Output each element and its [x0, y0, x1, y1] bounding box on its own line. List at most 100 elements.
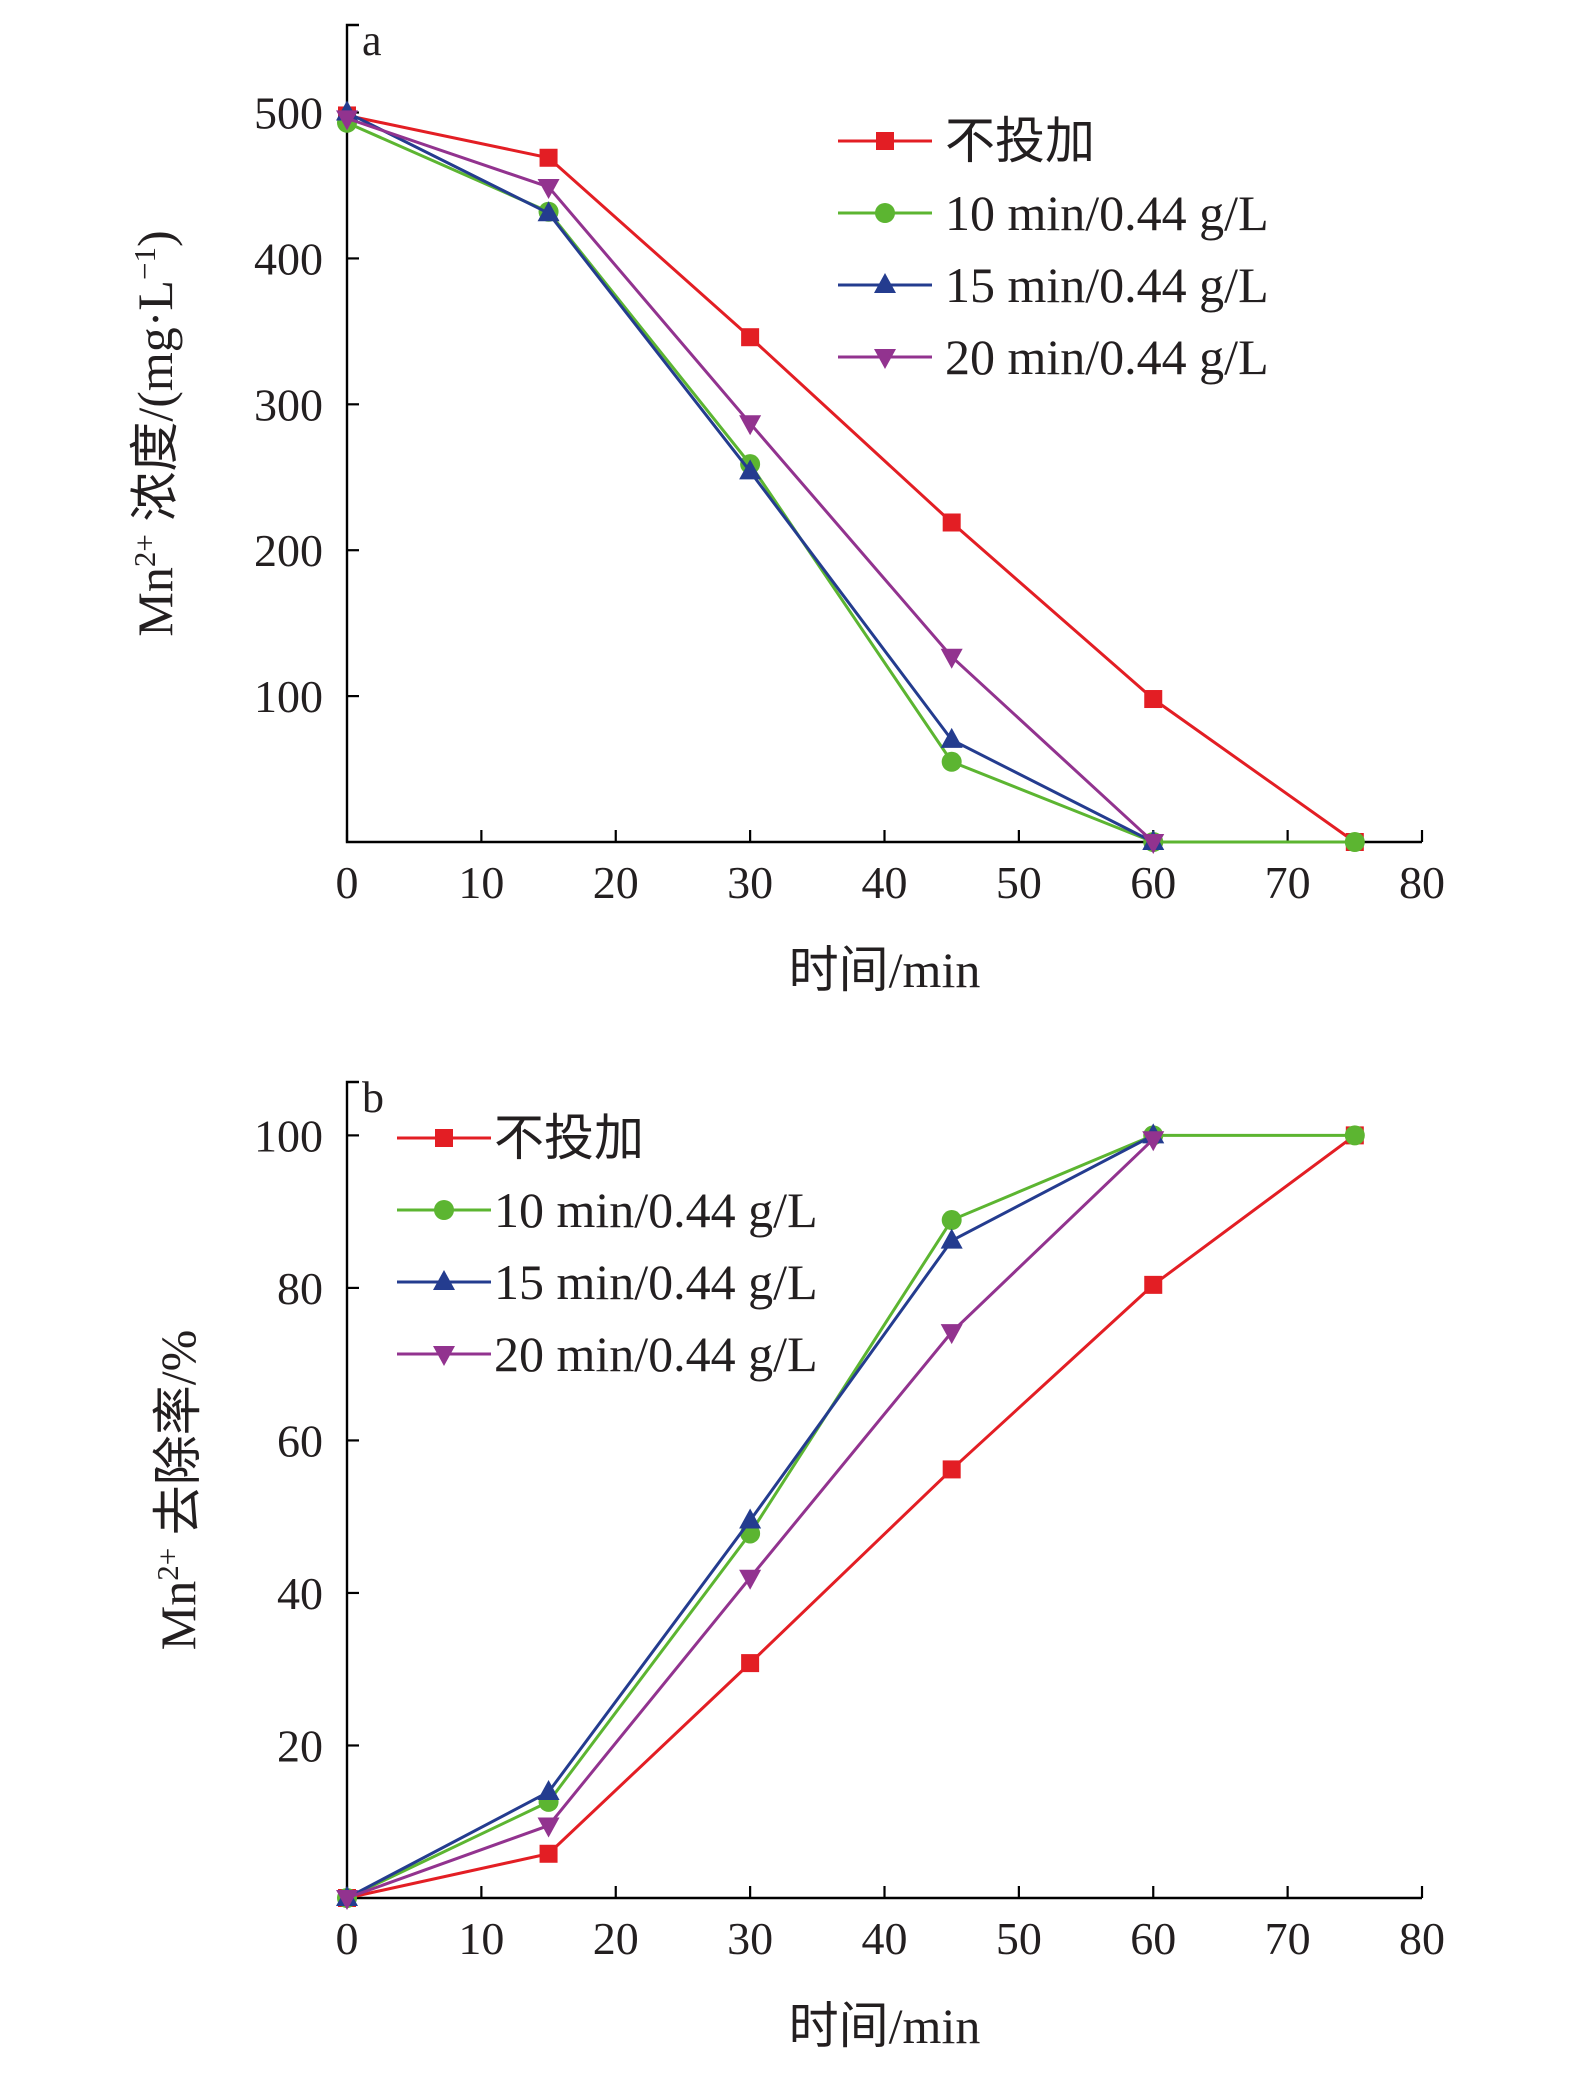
data-point: [1144, 1275, 1163, 1294]
y-tick-label: 200: [254, 525, 323, 576]
y-tick-label: 60: [277, 1415, 323, 1466]
data-point: [537, 178, 560, 199]
y-axis-title: Mn2+ 浓度/(mg·L−1): [127, 230, 184, 636]
y-axis-title-part: 去除率/%: [150, 1330, 206, 1548]
x-tick-label: 10: [458, 1913, 504, 1964]
legend-item: 10 min/0.44 g/L: [397, 1182, 818, 1238]
data-point: [537, 1817, 560, 1838]
x-tick-label: 30: [727, 857, 773, 908]
legend-item: 不投加: [838, 113, 1095, 169]
legend-label: 20 min/0.44 g/L: [945, 329, 1269, 385]
chart-panel-a: 0 10 20 30 40 50 60 70 80 100 200 300 400 500 a 时间/min M…: [127, 16, 1446, 998]
data-point: [942, 1460, 961, 1479]
y-tick-label: 100: [254, 1110, 323, 1161]
data-point: [336, 110, 358, 131]
legend-marker: [434, 1200, 454, 1220]
data-point: [539, 1844, 558, 1863]
y-axis-title-part: ): [127, 230, 183, 247]
legend: 不投加 10 min/0.44 g/L 15 min/0.44 g/L 20 min/…: [397, 1110, 818, 1382]
legend-marker: [433, 1346, 455, 1366]
legend-label: 不投加: [494, 1110, 644, 1166]
data-point: [941, 751, 962, 772]
data-point: [739, 1569, 762, 1590]
x-tick-label: 50: [996, 857, 1042, 908]
x-tick-label: 30: [727, 1913, 773, 1964]
y-tick-label: 300: [254, 379, 323, 430]
y-tick-label: 80: [277, 1263, 323, 1314]
data-point: [739, 1508, 762, 1529]
x-tick-label: 80: [1399, 1913, 1445, 1964]
data-point: [941, 1210, 962, 1231]
y-axis-title: Mn2+ 去除率/%: [150, 1330, 207, 1651]
y-axis-title-part: 浓度/(mg·L: [127, 280, 183, 534]
y-axis-title-part: Mn: [127, 567, 183, 636]
x-tick-label: 10: [458, 857, 504, 908]
legend-label: 15 min/0.44 g/L: [494, 1254, 818, 1310]
y-tick-label: 500: [254, 88, 323, 139]
x-tick-label: 0: [336, 857, 359, 908]
y-tick-label: 100: [254, 671, 323, 722]
data-point: [942, 513, 961, 532]
data-point: [741, 328, 760, 347]
data-point: [940, 648, 963, 669]
data-point: [537, 1779, 560, 1800]
y-tick-label: 400: [254, 233, 323, 284]
x-tick-label: 20: [593, 857, 639, 908]
series-line: [346, 1134, 1356, 1900]
legend-label: 10 min/0.44 g/L: [945, 185, 1269, 241]
data-point: [336, 1890, 358, 1910]
y-axis-title-part: Mn: [150, 1581, 206, 1650]
y-axis-title-superscript: 2+: [150, 1548, 185, 1581]
legend: 不投加 10 min/0.44 g/L 15 min/0.44 g/L 20 min/…: [838, 113, 1269, 385]
legend-item: 20 min/0.44 g/L: [838, 329, 1269, 385]
x-tick-label: 60: [1130, 1913, 1176, 1964]
y-tick-label: 40: [277, 1568, 323, 1619]
chart-panel-b: 0 10 20 30 40 50 60 70 80 20 40 60 80 100 b 时间/min Mn2+ …: [150, 1073, 1446, 2054]
legend-item: 不投加: [397, 1110, 644, 1166]
legend-marker: [874, 273, 896, 293]
legend-item: 15 min/0.44 g/L: [838, 257, 1269, 313]
data-point: [1142, 1131, 1165, 1152]
x-tick-label: 60: [1130, 857, 1176, 908]
x-tick-label: 40: [862, 857, 908, 908]
data-point: [539, 148, 558, 167]
data-point: [739, 415, 762, 436]
legend-label: 不投加: [945, 113, 1095, 169]
legend-marker: [876, 132, 894, 150]
data-point: [940, 1228, 963, 1249]
x-tick-label: 0: [336, 1913, 359, 1964]
data-point: [1144, 690, 1163, 709]
legend-label: 15 min/0.44 g/L: [945, 257, 1269, 313]
x-tick-label: 40: [862, 1913, 908, 1964]
y-axis-title-superscript: −1: [127, 247, 162, 280]
series-line: [346, 113, 1356, 844]
legend-item: 20 min/0.44 g/L: [397, 1326, 818, 1382]
y-tick-label: 20: [277, 1720, 323, 1771]
legend-item: 15 min/0.44 g/L: [397, 1254, 818, 1310]
legend-item: 10 min/0.44 g/L: [838, 185, 1269, 241]
series-4: [336, 1131, 1165, 1910]
series-3: [336, 1123, 1165, 1906]
data-point: [741, 1654, 760, 1673]
panel-label: b: [362, 1073, 384, 1122]
series-line: [346, 1133, 1355, 1900]
data-point: [940, 1324, 963, 1345]
x-axis-title: 时间/min: [789, 1998, 981, 2054]
series-4: [336, 110, 1165, 854]
x-tick-label: 20: [593, 1913, 639, 1964]
legend-label: 10 min/0.44 g/L: [494, 1182, 818, 1238]
data-point: [1344, 832, 1365, 852]
panel-label: a: [362, 16, 382, 65]
x-tick-label: 70: [1265, 857, 1311, 908]
y-axis-title-superscript: 2+: [127, 534, 162, 567]
data-point: [1344, 1125, 1365, 1146]
x-tick-label: 80: [1399, 857, 1445, 908]
legend-marker: [433, 1270, 455, 1290]
data-point: [537, 201, 560, 222]
x-tick-label: 70: [1265, 1913, 1311, 1964]
data-point: [1142, 834, 1165, 854]
data-point: [739, 459, 762, 480]
legend-marker: [874, 349, 896, 369]
series-1: [338, 1126, 1364, 1907]
